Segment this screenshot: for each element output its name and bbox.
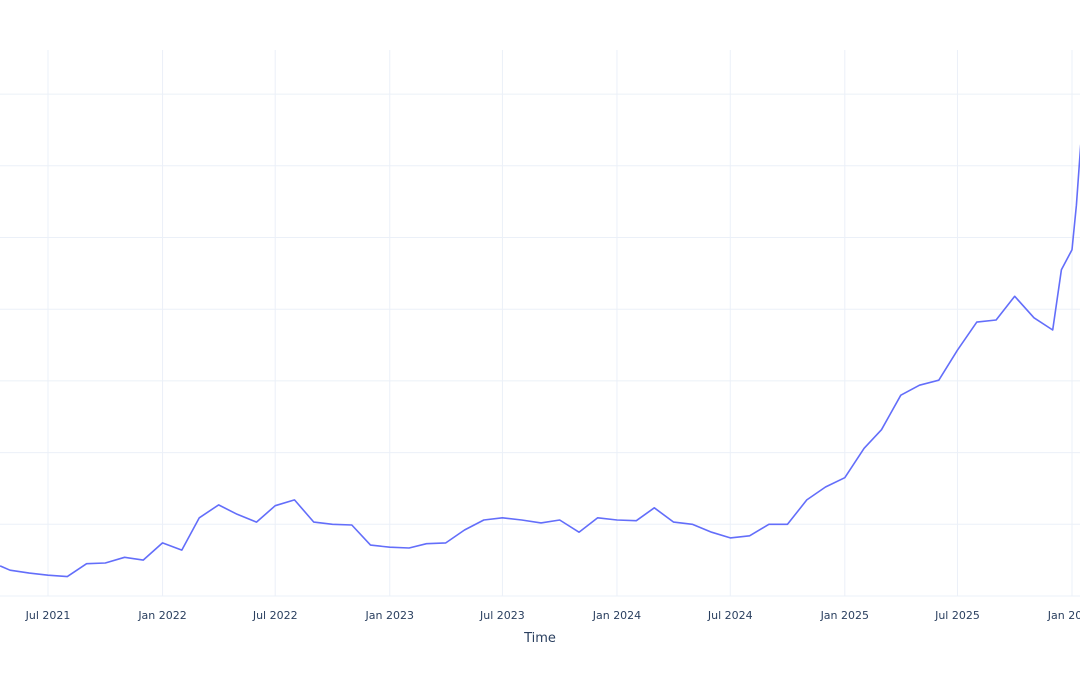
x-tick-label: Jul 2023 xyxy=(479,609,525,622)
x-tick-label: Jan 2025 xyxy=(820,609,869,622)
x-tick-label: Jul 2022 xyxy=(252,609,298,622)
x-tick-label: Jul 2024 xyxy=(707,609,753,622)
series-line xyxy=(0,144,1080,578)
x-tick-label: Jan 2023 xyxy=(365,609,414,622)
x-tick-label: Jan 2026 xyxy=(1047,609,1080,622)
gridlines xyxy=(0,50,1080,597)
x-axis-title: Time xyxy=(523,631,556,646)
x-tick-label: Jul 2021 xyxy=(25,609,71,622)
x-tick-label: Jan 2024 xyxy=(592,609,641,622)
plot-area xyxy=(0,144,1080,578)
x-tick-label: Jul 2025 xyxy=(934,609,980,622)
x-tick-label: Jan 2022 xyxy=(137,609,186,622)
x-axis: Jul 2021 Jan 2022 Jul 2022 Jan 2023 Jul 2023… xyxy=(25,609,1080,622)
